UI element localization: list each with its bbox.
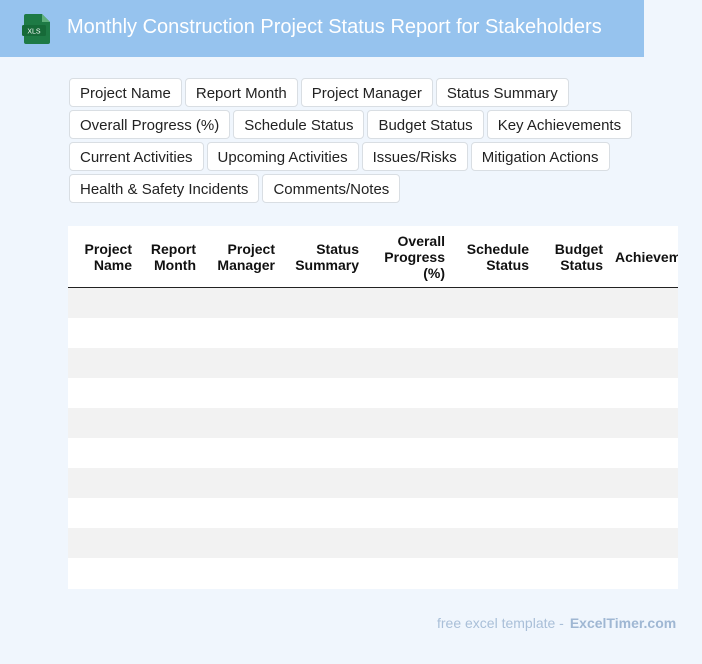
field-tag[interactable]: Mitigation Actions: [470, 142, 610, 171]
excel-icon-label: XLS: [27, 29, 41, 36]
field-tag[interactable]: Budget Status: [367, 110, 484, 139]
column-header: Budget Status: [554, 240, 603, 273]
column-header: Overall Progress (%): [384, 232, 445, 281]
table-row: [68, 408, 678, 438]
field-tag[interactable]: Upcoming Activities: [206, 142, 359, 171]
table-row: [68, 528, 678, 558]
field-tag[interactable]: Overall Progress (%): [69, 110, 231, 139]
table-row: [68, 318, 678, 348]
table-row: [68, 378, 678, 408]
column-header: Project Manager: [217, 240, 275, 273]
table-row: [68, 288, 678, 318]
field-tag[interactable]: Project Name: [69, 78, 182, 107]
field-tag[interactable]: Status Summary: [435, 78, 569, 107]
column-header: Achievem: [615, 248, 678, 265]
footer-brand-link[interactable]: ExcelTimer.com: [569, 615, 677, 631]
column-header: Schedule Status: [466, 240, 529, 273]
footer: free excel template - ExcelTimer.com: [437, 615, 676, 631]
table-row: [68, 438, 678, 468]
table-body: [68, 288, 678, 588]
table-row: [68, 468, 678, 498]
column-header: Project Name: [84, 240, 132, 273]
column-header: Status Summary: [295, 240, 359, 273]
footer-text: free excel template -: [437, 615, 564, 631]
excel-file-icon: XLS: [22, 14, 50, 44]
field-tag[interactable]: Key Achievements: [486, 110, 633, 139]
field-tag[interactable]: Schedule Status: [233, 110, 365, 139]
field-tag-list: Project Name Report Month Project Manager S…: [69, 78, 639, 203]
field-tag[interactable]: Current Activities: [69, 142, 204, 171]
page-title: Monthly Construction Project Status Repo…: [67, 16, 602, 38]
field-tag[interactable]: Issues/Risks: [361, 142, 468, 171]
table-header-row: Project Name Report Month Project Manager S…: [68, 226, 678, 288]
field-tag[interactable]: Comments/Notes: [262, 174, 401, 203]
table-row: [68, 498, 678, 528]
field-tag[interactable]: Project Manager: [300, 78, 433, 107]
table-row: [68, 348, 678, 378]
column-header: Report Month: [150, 240, 196, 273]
page-header: XLS Monthly Construction Project Status …: [0, 0, 644, 57]
table-row: [68, 558, 678, 588]
field-tag[interactable]: Health & Safety Incidents: [69, 174, 260, 203]
field-tag[interactable]: Report Month: [184, 78, 298, 107]
data-table: Project Name Report Month Project Manager S…: [68, 226, 678, 589]
